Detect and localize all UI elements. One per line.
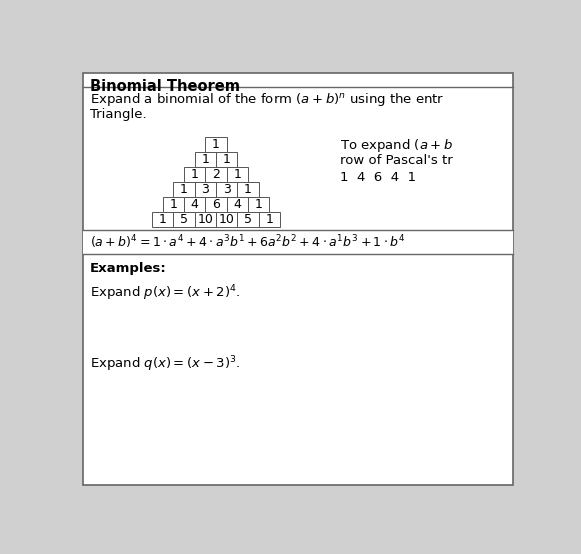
Text: To expand $(a+b$: To expand $(a+b$	[340, 137, 453, 155]
Text: 5: 5	[180, 213, 188, 227]
Text: 1  4  6  4  1: 1 4 6 4 1	[340, 171, 416, 184]
Text: 6: 6	[212, 198, 220, 212]
Text: 1: 1	[170, 198, 177, 212]
Text: Examples:: Examples:	[89, 262, 166, 275]
Bar	[216, 212, 237, 227]
Text: Expand a binomial of the form $(a+b)^n$ using the entr: Expand a binomial of the form $(a+b)^n$ …	[89, 91, 444, 108]
Bar	[248, 197, 269, 212]
Text: 1: 1	[202, 153, 209, 166]
Text: 3: 3	[202, 183, 209, 196]
Bar	[195, 152, 216, 167]
Text: 1: 1	[234, 168, 241, 181]
Bar	[216, 182, 237, 197]
Text: 1: 1	[159, 213, 167, 227]
Text: 2: 2	[212, 168, 220, 181]
Bar	[184, 167, 205, 182]
Bar	[227, 197, 248, 212]
Bar	[216, 152, 237, 167]
Bar	[237, 182, 259, 197]
Text: Expand $p(x)=(x+2)^4$.: Expand $p(x)=(x+2)^4$.	[89, 284, 241, 303]
Bar	[195, 182, 216, 197]
Text: 1: 1	[244, 183, 252, 196]
Bar	[83, 230, 513, 254]
Text: row of Pascal's tr: row of Pascal's tr	[340, 154, 453, 167]
Bar	[173, 212, 195, 227]
Text: 1: 1	[223, 153, 231, 166]
Text: Binomial Theorem: Binomial Theorem	[89, 79, 240, 94]
Text: Expand $q(x)=(x-3)^3$.: Expand $q(x)=(x-3)^3$.	[89, 355, 241, 374]
Bar	[184, 197, 205, 212]
Bar	[205, 167, 227, 182]
Text: 3: 3	[223, 183, 231, 196]
Text: $(a+b)^4 = 1\cdot a^4 + 4\cdot a^3b^1 + 6a^2b^2 + 4\cdot a^1b^3 + 1\cdot b^4$: $(a+b)^4 = 1\cdot a^4 + 4\cdot a^3b^1 + …	[89, 233, 406, 251]
Bar	[163, 197, 184, 212]
Text: 10: 10	[198, 213, 213, 227]
Text: 5: 5	[244, 213, 252, 227]
Bar	[173, 182, 195, 197]
Text: 1: 1	[212, 138, 220, 151]
Text: 1: 1	[191, 168, 199, 181]
Bar	[237, 212, 259, 227]
Bar	[205, 137, 227, 152]
Bar	[259, 212, 280, 227]
Bar	[227, 167, 248, 182]
Text: Triangle.: Triangle.	[89, 108, 146, 121]
Bar	[205, 197, 227, 212]
Bar	[195, 212, 216, 227]
Text: 1: 1	[266, 213, 273, 227]
Text: 4: 4	[234, 198, 241, 212]
Text: 1: 1	[254, 198, 263, 212]
Text: 10: 10	[218, 213, 235, 227]
Text: 4: 4	[191, 198, 199, 212]
Text: 1: 1	[180, 183, 188, 196]
Bar	[152, 212, 173, 227]
